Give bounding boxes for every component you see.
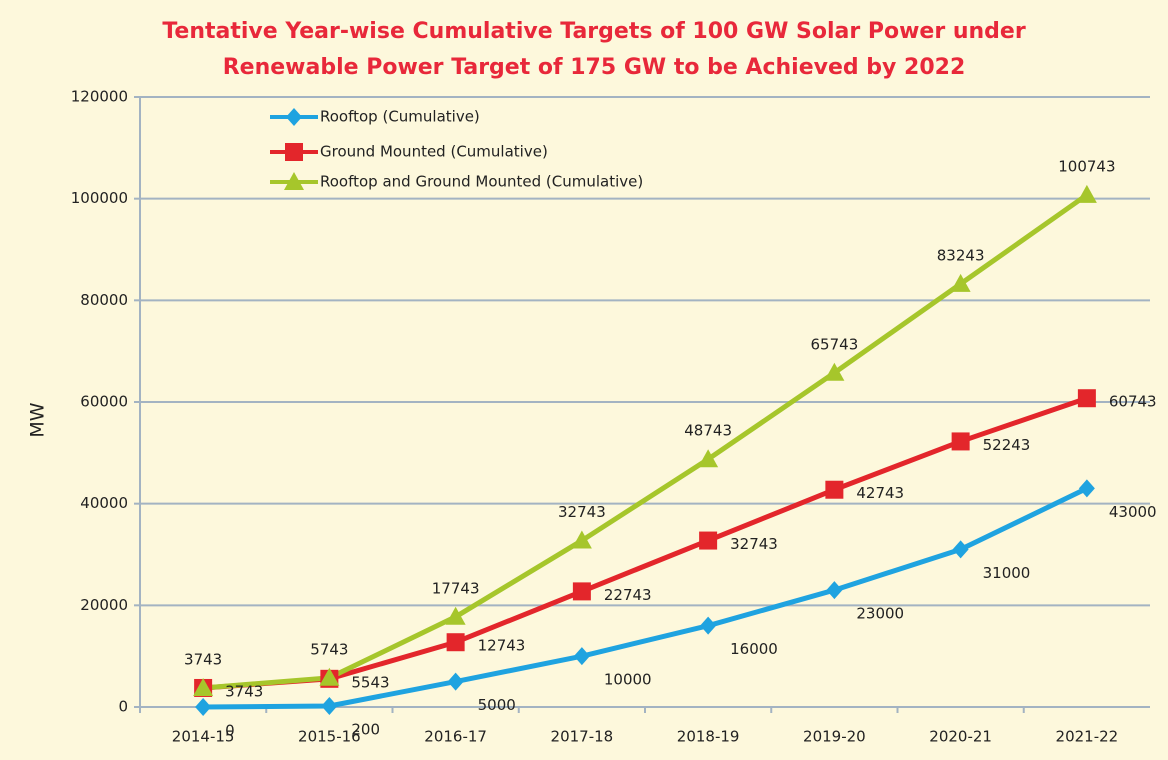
x-tick-label: 2019-20 [803,728,866,746]
data-point [445,606,466,625]
data-point [700,616,717,635]
data-point [195,698,212,716]
data-label: 5543 [351,673,389,691]
data-label: 43000 [1109,503,1157,521]
data-point [1078,479,1095,498]
y-axis-label: MW [27,402,49,437]
data-point [573,647,590,666]
data-point [446,633,465,652]
legend-label: Ground Mounted (Cumulative) [320,143,548,161]
data-label: 10000 [604,671,652,689]
x-tick-label: 2018-19 [677,728,740,746]
data-label: 23000 [856,605,904,623]
y-tick-label: 20000 [80,596,128,614]
legend-label: Rooftop and Ground Mounted (Cumulative) [320,173,643,191]
data-label: 3743 [184,650,222,668]
data-label: 12743 [478,637,526,655]
data-label: 65743 [811,335,859,353]
data-point [193,677,214,696]
data-label: 5743 [310,640,348,658]
y-tick-label: 60000 [80,393,128,411]
data-point [950,273,971,292]
x-tick-label: 2020-21 [929,728,992,746]
data-point [698,449,719,468]
data-label: 100743 [1058,157,1115,175]
data-label: 0 [225,722,235,740]
data-point [825,480,844,499]
legend-label: Rooftop (Cumulative) [320,108,480,126]
x-tick-label: 2021-22 [1056,728,1119,746]
data-point [951,432,970,451]
x-tick-label: 2014-15 [172,728,235,746]
data-point [572,582,591,601]
data-point [447,672,464,691]
legend-marker [284,172,304,190]
data-label: 32743 [558,503,606,521]
data-point [826,581,843,600]
data-label: 200 [351,720,380,738]
series-line [203,486,1088,710]
data-label: 31000 [983,564,1031,582]
y-tick-label: 0 [118,698,128,716]
series-line [202,395,1088,691]
data-label: 3743 [225,682,263,700]
chart-title: Renewable Power Target of 175 GW to be A… [223,55,966,80]
data-label: 22743 [604,586,652,604]
y-tick-label: 100000 [71,189,128,207]
data-label: 60743 [1109,393,1157,411]
y-tick-label: 40000 [80,494,128,512]
x-tick-label: 2017-18 [551,728,614,746]
data-point [571,530,592,549]
data-label: 5000 [478,696,516,714]
data-point [1077,389,1096,408]
data-point [319,667,340,686]
series-line [202,192,1089,691]
x-tick-label: 2016-17 [424,728,487,746]
data-label: 32743 [730,535,778,553]
chart-title: Tentative Year-wise Cumulative Targets o… [162,19,1026,44]
data-point [321,696,338,715]
data-point [824,362,845,381]
data-point [1076,184,1097,203]
data-label: 16000 [730,640,778,658]
x-tick-label: 2015-16 [298,728,361,746]
legend-marker [285,143,303,161]
y-tick-label: 80000 [80,291,128,309]
data-point [952,540,969,559]
data-label: 17743 [432,579,480,597]
data-point [699,531,718,550]
data-label: 83243 [937,246,985,264]
data-label: 52243 [983,436,1031,454]
data-label: 48743 [684,422,732,440]
y-tick-label: 120000 [71,88,128,106]
legend-marker [286,108,302,126]
data-label: 42743 [856,484,904,502]
